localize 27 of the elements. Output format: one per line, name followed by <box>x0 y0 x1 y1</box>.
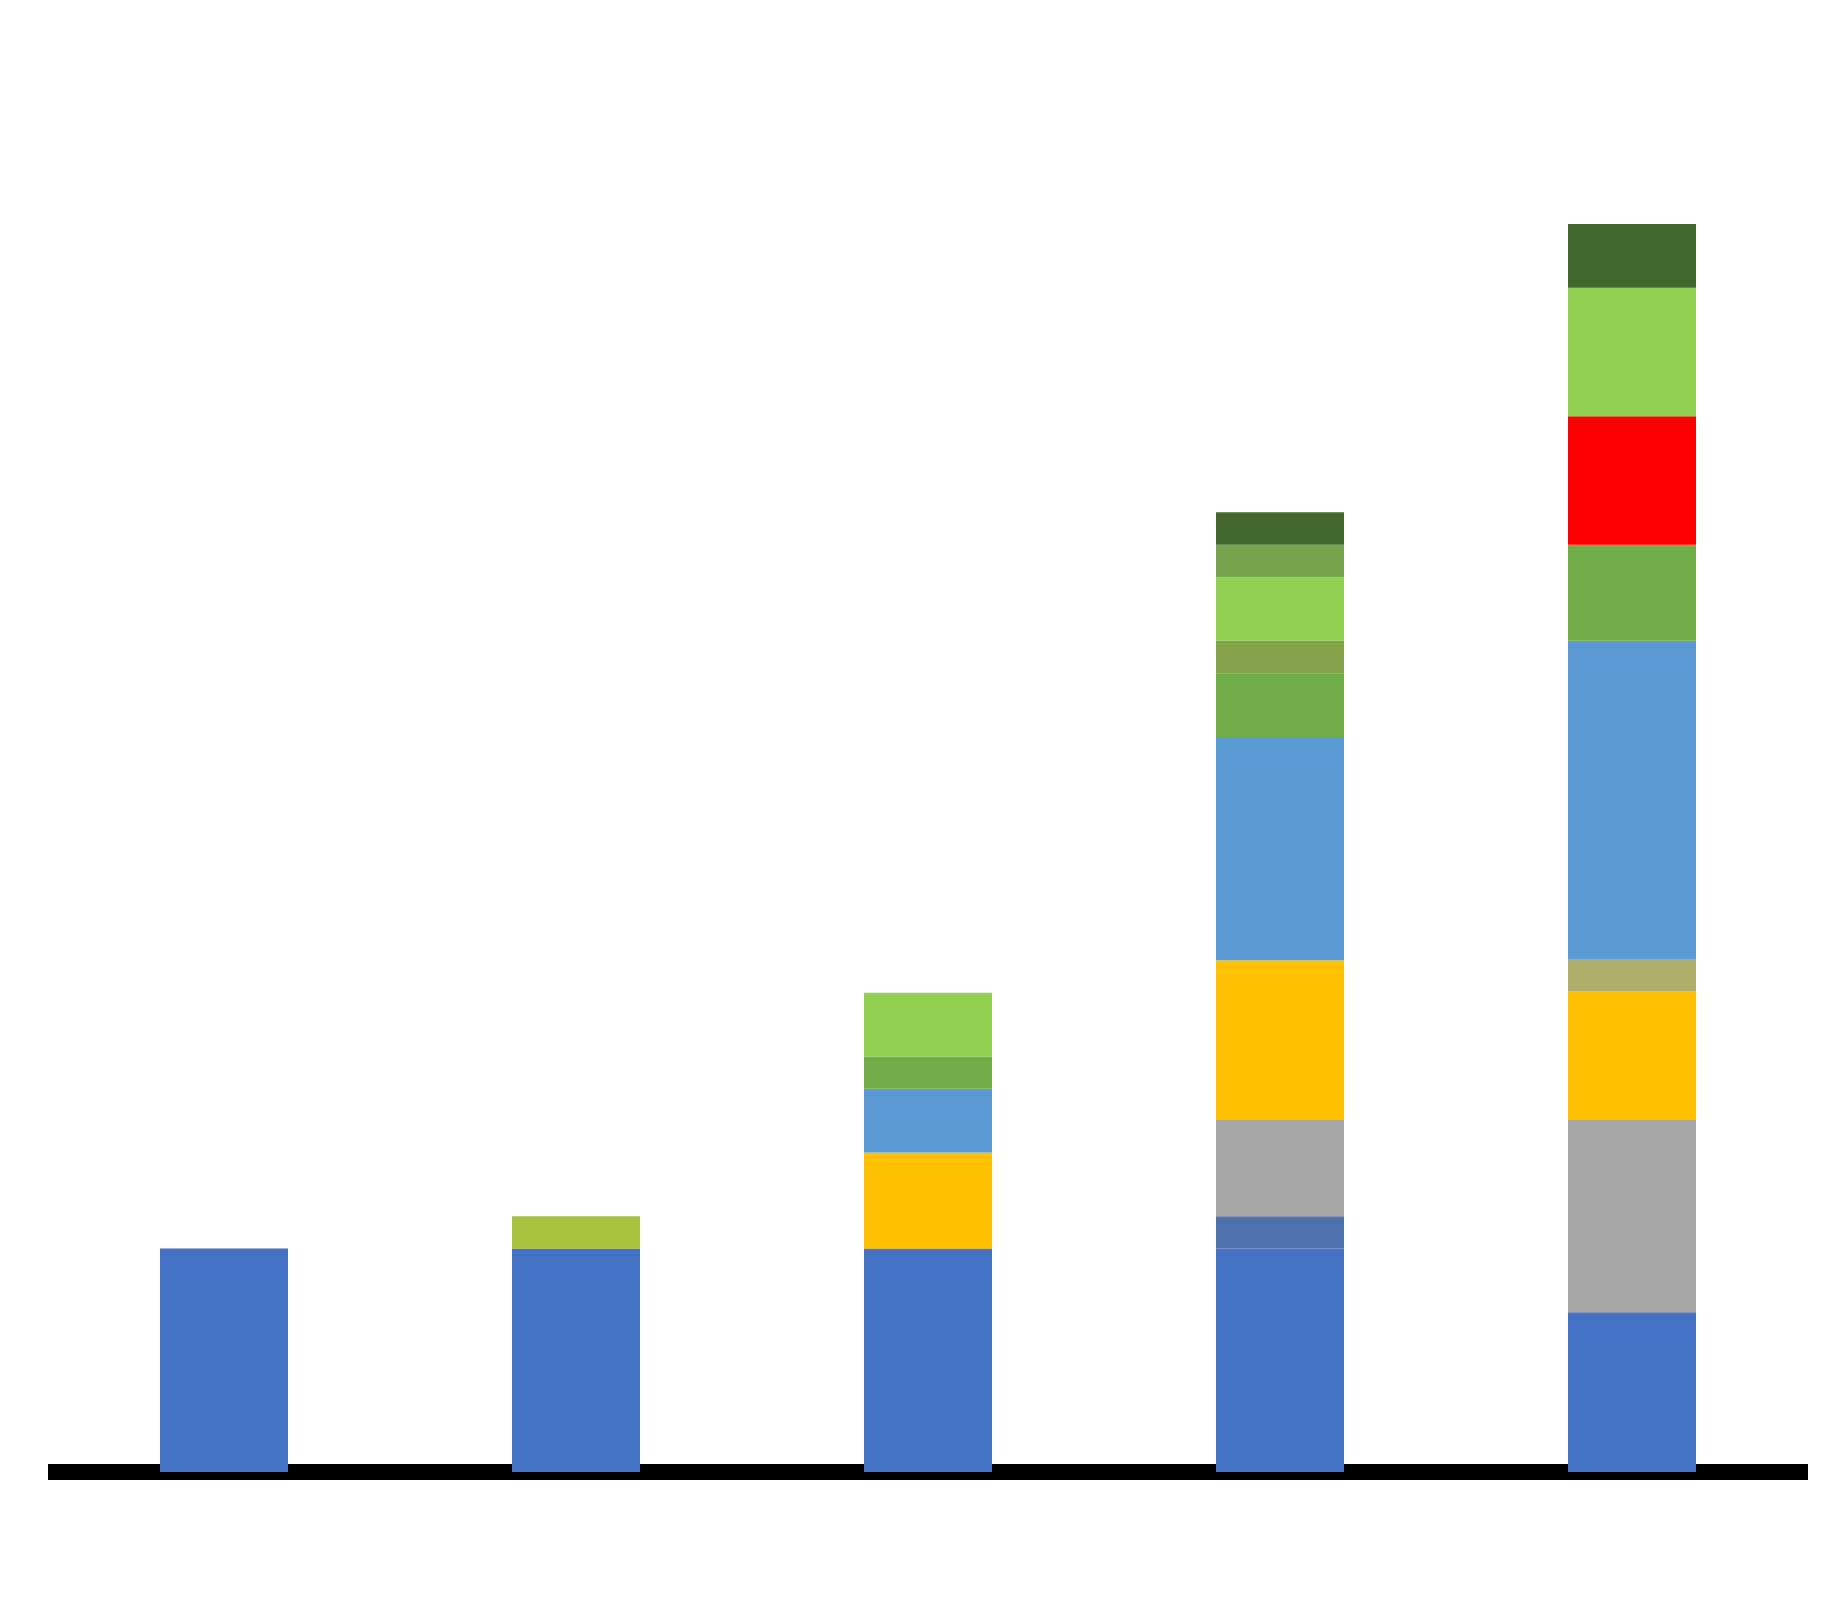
bar <box>1568 991 1696 1121</box>
bar <box>1216 960 1344 1121</box>
bar <box>1216 1216 1344 1249</box>
bar <box>864 1248 992 1472</box>
bar <box>1568 1120 1696 1313</box>
bar <box>1216 736 1344 961</box>
bar <box>512 1216 640 1249</box>
bar <box>864 992 992 1057</box>
bar <box>160 1248 288 1472</box>
bar <box>864 1152 992 1249</box>
bar <box>1568 224 1696 288</box>
bar <box>1568 959 1696 992</box>
bar <box>512 1248 640 1472</box>
bar <box>864 1088 992 1153</box>
bar <box>1216 512 1344 545</box>
bar <box>1216 1120 1344 1217</box>
bar <box>1216 673 1344 737</box>
bar <box>1568 544 1696 641</box>
bar <box>1216 544 1344 578</box>
bar <box>1568 1312 1696 1472</box>
bar <box>1568 287 1696 417</box>
bar <box>1216 1248 1344 1472</box>
bar <box>1216 640 1344 674</box>
bar <box>1568 640 1696 960</box>
bar <box>1568 416 1696 545</box>
bar <box>1216 577 1344 641</box>
bar <box>864 1056 992 1089</box>
